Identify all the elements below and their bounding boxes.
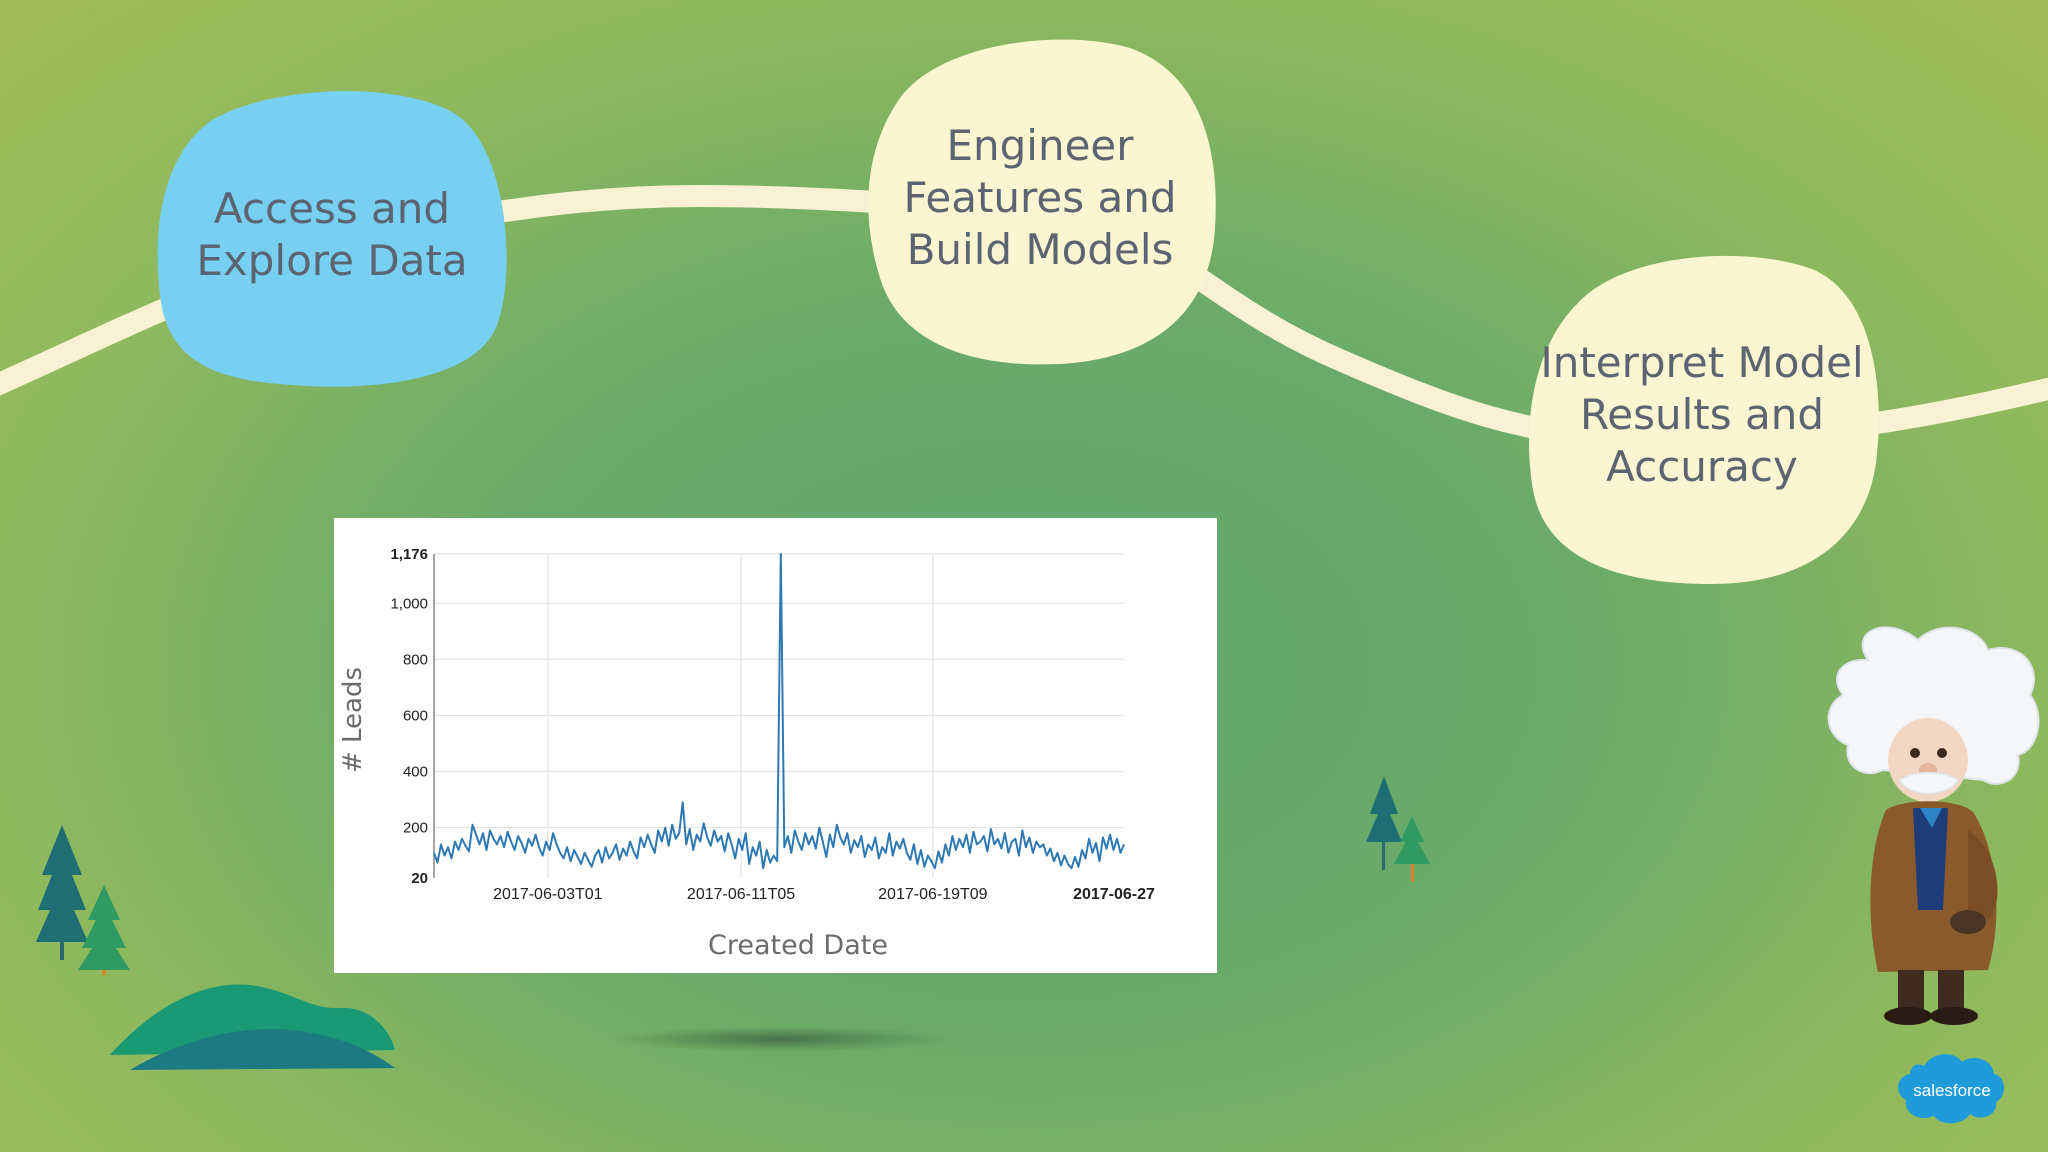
einstein-mascot: [1827, 626, 2040, 1025]
salesforce-logo-text: salesforce: [1913, 1081, 1990, 1100]
x-axis-title: Created Date: [708, 930, 888, 961]
leads-series-line: [433, 553, 1125, 870]
y-tick-label: 20: [411, 870, 428, 887]
tree-icon: [36, 825, 88, 960]
trees-left-illustration: [36, 825, 130, 975]
salesforce-logo: salesforce: [1898, 1054, 2005, 1124]
y-tick-label: 800: [403, 651, 428, 668]
step-label: Engineer Features and Build Models: [903, 121, 1177, 274]
chart-canvas: 20 200 400 600 800 1,000 1,176 2017-06-03T01 201…: [338, 546, 1155, 961]
chart-series: [433, 553, 1125, 870]
step-access-explore-data: Access and Explore Data: [152, 80, 512, 390]
y-tick-label: 400: [403, 763, 428, 780]
trees-middle-illustration: [1366, 776, 1430, 882]
y-tick-label: 1,000: [390, 595, 428, 612]
x-tick-label: 2017-06-19T09: [878, 886, 988, 903]
y-axis-title: # Leads: [338, 667, 368, 773]
x-tick-label: 2017-06-11T05: [687, 886, 795, 903]
step-engineer-features-build-models: Engineer Features and Build Models: [860, 28, 1220, 368]
x-tick-label: 2017-06-03T01: [493, 886, 603, 903]
chart-shadow: [610, 1026, 950, 1052]
step-blob: [157, 91, 507, 387]
chart-labels: 20 200 400 600 800 1,000 1,176 2017-06-03T01 201…: [338, 546, 1155, 961]
tree-icon: [1394, 816, 1430, 882]
step-blob: [1529, 255, 1879, 585]
x-tick-label: 2017-06-27: [1073, 886, 1155, 903]
step-label: Access and Explore Data: [196, 184, 468, 285]
y-tick-label: 600: [403, 707, 428, 724]
step-blob: [868, 39, 1216, 365]
y-tick-label: 200: [403, 820, 428, 837]
tree-icon: [1366, 776, 1402, 870]
step-interpret-model-results-accuracy: Interpret Model Results and Accuracy: [1522, 244, 1882, 586]
step-label: Interpret Model Results and Accuracy: [1540, 338, 1864, 491]
hills-illustration: [110, 984, 395, 1070]
tree-icon: [78, 885, 130, 975]
y-tick-label: 1,176: [390, 546, 428, 563]
leads-over-time-chart: 20 200 400 600 800 1,000 1,176 2017-06-03T01 201…: [334, 518, 1217, 973]
